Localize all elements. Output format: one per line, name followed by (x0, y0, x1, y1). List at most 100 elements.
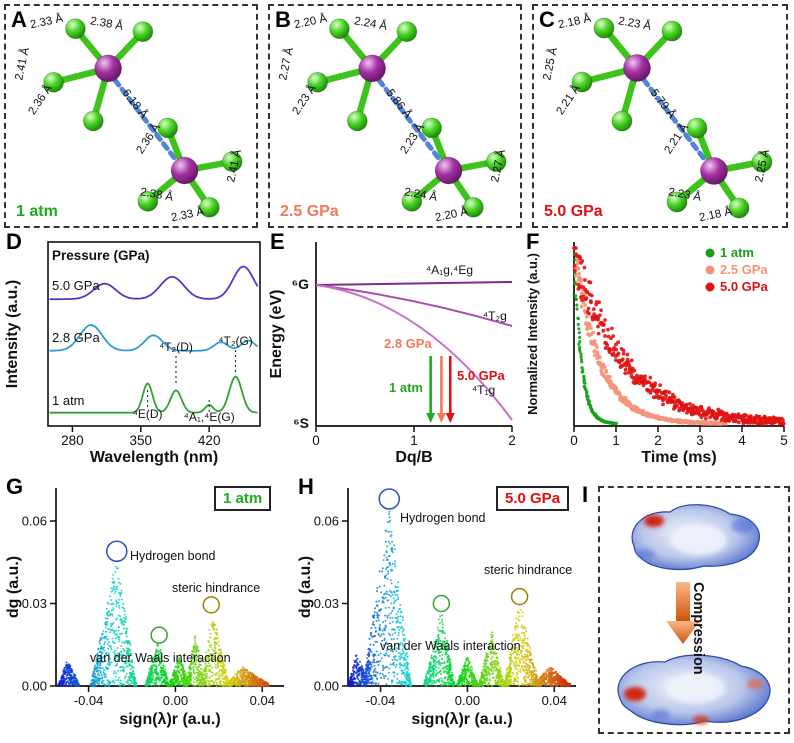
cl-atom (612, 111, 632, 131)
arrow-label: 1 atm (389, 380, 423, 395)
legend-dot (706, 283, 715, 292)
annotation-circle (512, 589, 528, 605)
pressure-label: 5.0 GPa (544, 203, 603, 221)
fingerprint-point-cloud (348, 511, 572, 688)
panel-letter-b: B (275, 7, 291, 33)
cl-atom (83, 111, 103, 131)
legend-label: 5.0 GPa (720, 279, 768, 294)
y-tick-label: 0.06 (314, 514, 339, 529)
mn-atom (435, 157, 462, 184)
line-label: ⁴T₂g (483, 309, 507, 323)
annotation-hydrogen-bond: Hydrogen bond (400, 511, 486, 525)
legend-label: 2.5 GPa (720, 262, 768, 277)
annotation-circle (379, 489, 399, 509)
mn-atom (701, 158, 728, 185)
y-axis-label: Normalized Intensity (a.u.) (525, 253, 540, 415)
x-axis-label: sign(λ)r (a.u.) (411, 711, 512, 728)
annotation-circle (203, 597, 219, 613)
x-tick-label: 3 (696, 433, 704, 448)
panel-H: H 5.0 GPa -0.04 0.00 0.04 0.00 0.03 0.06 sign(… (296, 474, 582, 740)
mn-atom (359, 55, 386, 82)
red-contact-spot (693, 716, 709, 725)
hirshfeld-box: Compression (598, 486, 790, 734)
peak-annotation: ⁴T₂(G) (218, 334, 252, 348)
x-tick-label: 0.00 (163, 693, 188, 708)
annotation-circle (107, 541, 127, 561)
x-tick-label: -0.04 (74, 693, 104, 708)
red-contact-spot (624, 687, 646, 701)
x-tick-label: 0.04 (542, 693, 567, 708)
peak-annotation: ⁴T₂(D) (159, 340, 193, 354)
x-tick-label: 420 (198, 433, 221, 448)
panel-C: C 2.18 Å 2.23 Å 2.25 Å 2.21 Å 5.79 Å 2.2… (532, 4, 788, 228)
panel-letter-d: D (6, 229, 22, 255)
fingerprint-chart-5gpa: -0.04 0.00 0.04 0.00 0.03 0.06 sign(λ)r (a.u.)… (296, 474, 582, 738)
x-tick-label: 0 (312, 433, 320, 448)
hirshfeld-surface-before (614, 496, 772, 580)
cl-atom (594, 18, 614, 38)
level-6S: ⁶S (293, 415, 309, 431)
y-tick-label: 0.06 (22, 514, 47, 529)
arrow-label: 2.8 GPa (384, 336, 432, 351)
decay-chart: 0 1 2 3 4 5 Time (ms) Normalized Intensity (a.u… (524, 230, 792, 474)
annotation-vdw: van der Waals interaction (90, 651, 231, 665)
molecule-structure-C (534, 6, 786, 226)
annotation-circle (433, 596, 449, 612)
x-tick-label: 0 (570, 433, 578, 448)
cl-atom (330, 19, 350, 39)
x-axis-label: Dq/B (395, 449, 432, 466)
panel-I: I Compression (582, 476, 792, 738)
line-label: ⁴A₁g,⁴Eg (426, 263, 473, 277)
annotation-circle (151, 627, 167, 643)
x-tick-label: 1 (612, 433, 620, 448)
x-tick-label: -0.04 (366, 693, 396, 708)
annotation-hydrogen-bond: Hydrogen bond (130, 549, 216, 563)
y-tick-label: 0.03 (22, 596, 47, 611)
arrow-label: 5.0 GPa (457, 368, 505, 383)
y-tick-label: 0.00 (314, 679, 339, 694)
cl-atom (66, 19, 86, 39)
x-tick-label: 5 (780, 433, 788, 448)
curve-label: 1 atm (52, 393, 85, 408)
molecule-structure-B (270, 6, 520, 226)
curve-label: 5.0 GPa (52, 278, 100, 293)
legend-dot (706, 266, 715, 275)
y-tick-label: 0.00 (22, 679, 47, 694)
molecule-structure-A (6, 6, 256, 226)
x-axis-label: Time (ms) (641, 449, 716, 466)
x-tick-label: 280 (61, 433, 84, 448)
y-axis-label: dg (a.u.) (5, 556, 22, 618)
mn-atom (171, 157, 198, 184)
pressure-label: 1 atm (16, 203, 58, 221)
legend-dot (706, 249, 715, 258)
y-axis-label: Energy (eV) (268, 290, 285, 379)
panel-letter-h: H (298, 474, 314, 500)
x-tick-label: 0.04 (250, 693, 275, 708)
x-tick-label: 0.00 (455, 693, 480, 708)
x-tick-label: 2 (654, 433, 662, 448)
y-tick-label: 0.03 (314, 596, 339, 611)
x-tick-label: 4 (738, 433, 746, 448)
panel-letter-e: E (270, 229, 285, 255)
decay-series (572, 246, 727, 426)
pressure-label: 2.5 GPa (280, 203, 339, 221)
panel-letter-f: F (526, 229, 539, 255)
x-axis-label: sign(λ)r (a.u.) (119, 711, 220, 728)
pressure-badge: 5.0 GPa (496, 486, 569, 511)
mn-atom (95, 55, 122, 82)
level-line (316, 282, 512, 285)
panel-letter-a: A (11, 7, 27, 33)
x-tick-label: 1 (410, 433, 418, 448)
annotation-vdw: van der Waals interaction (380, 639, 521, 653)
y-axis-label: Intensity (a.u.) (4, 280, 21, 388)
pressure-badge: 1 atm (214, 486, 271, 511)
mn-atom (624, 55, 651, 82)
panel-letter-i: I (582, 482, 588, 508)
fingerprint-chart-1atm: -0.04 0.00 0.04 0.00 0.03 0.06 sign(λ)r (a.u.)… (4, 474, 294, 738)
